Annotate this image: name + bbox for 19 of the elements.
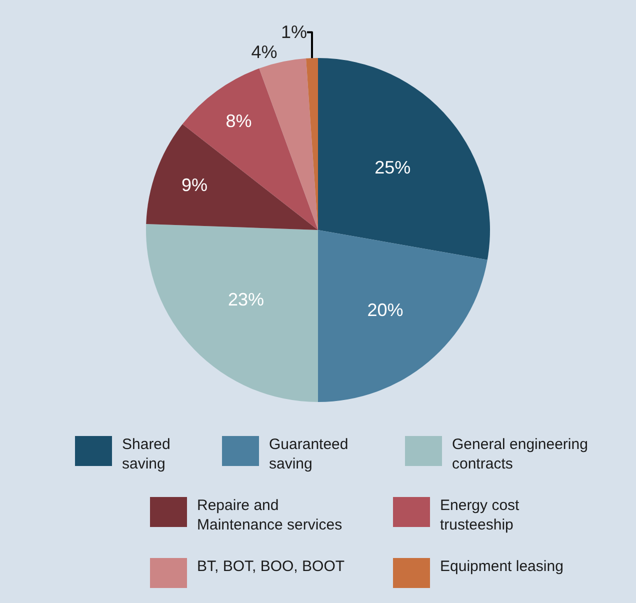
data-label: 20%: [367, 300, 404, 320]
legend-label: BT, BOT, BOO, BOOT: [197, 558, 345, 575]
legend-label: General engineering contracts: [452, 436, 588, 472]
pie-slice: [318, 58, 490, 260]
data-label: 4%: [251, 42, 278, 62]
pie-slice: [259, 58, 318, 230]
legend-label: Repaire and Maintenance services: [197, 497, 342, 534]
data-label: 1%: [280, 22, 307, 42]
legend-label: Shared saving: [122, 436, 170, 472]
data-label: 23%: [228, 289, 264, 310]
pie-slice: [146, 224, 318, 402]
legend-label: Energy cost trusteeship: [440, 497, 520, 534]
pie-slice: [182, 68, 318, 230]
data-label: 8%: [226, 110, 252, 131]
data-label: 25%: [374, 157, 411, 178]
legend-label: Guaranteed saving: [269, 436, 348, 472]
legend-label: Equipment leasing: [440, 558, 564, 575]
data-label: 9%: [182, 175, 208, 196]
pie-slice: [318, 230, 488, 402]
